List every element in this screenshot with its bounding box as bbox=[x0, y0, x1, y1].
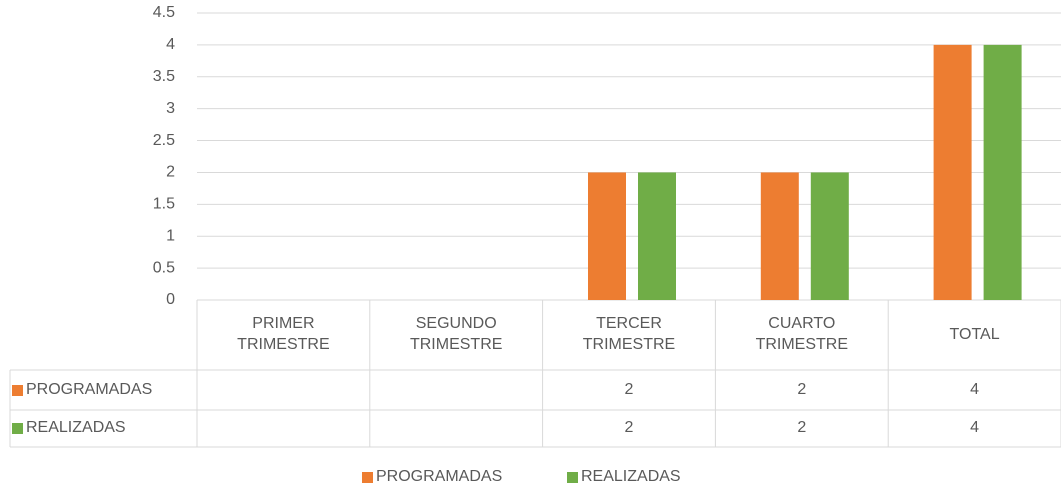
x-category-label: PRIMER TRIMESTRE bbox=[237, 315, 330, 353]
legend-item: REALIZADAS bbox=[567, 468, 681, 486]
legend-label: PROGRAMADAS bbox=[376, 468, 503, 485]
table-cell: 2 bbox=[797, 419, 807, 437]
y-tick-label: 0 bbox=[166, 291, 175, 308]
table-cell bbox=[370, 370, 543, 410]
y-tick-label: 1 bbox=[166, 227, 175, 244]
y-tick-label: 3.5 bbox=[153, 68, 175, 85]
table-cell: 4 bbox=[970, 419, 980, 437]
x-category-label: TOTAL bbox=[949, 325, 1000, 343]
y-tick-label: 2.5 bbox=[153, 132, 175, 149]
series-name: PROGRAMADAS bbox=[26, 380, 153, 398]
y-tick-label: 4 bbox=[166, 36, 175, 53]
legend-swatch bbox=[362, 471, 373, 483]
table-cell: 2 bbox=[797, 380, 807, 398]
table-cell bbox=[197, 370, 370, 410]
table-row-header: REALIZADAS bbox=[10, 410, 197, 447]
table-row-header: PROGRAMADAS bbox=[10, 370, 197, 410]
y-tick-label: 3 bbox=[166, 100, 175, 117]
table-cell: 2 bbox=[624, 380, 634, 398]
bar bbox=[933, 44, 972, 301]
bar bbox=[760, 172, 799, 300]
y-tick-label: 2 bbox=[166, 164, 175, 181]
legend-swatch bbox=[12, 384, 23, 396]
bar bbox=[638, 172, 676, 300]
bar bbox=[983, 44, 1022, 301]
y-tick-label: 0.5 bbox=[153, 259, 175, 276]
y-tick-label: 4.5 bbox=[153, 4, 175, 21]
legend-item: PROGRAMADAS bbox=[362, 468, 502, 486]
x-category-label: SEGUNDO TRIMESTRE bbox=[409, 315, 503, 353]
series-name: REALIZADAS bbox=[26, 419, 126, 437]
table-cell bbox=[197, 410, 370, 447]
y-tick-label: 1.5 bbox=[153, 196, 175, 213]
table-cell bbox=[370, 410, 543, 447]
table-cell: 4 bbox=[970, 380, 980, 398]
bar bbox=[810, 172, 849, 300]
legend-swatch bbox=[567, 471, 578, 483]
bar bbox=[588, 172, 626, 300]
legend-swatch bbox=[12, 423, 23, 434]
legend-label: REALIZADAS bbox=[581, 468, 681, 485]
x-category-label: CUARTO TRIMESTRE bbox=[755, 315, 849, 353]
table-cell: 2 bbox=[624, 419, 634, 437]
x-category-label: TERCER TRIMESTRE bbox=[582, 315, 676, 353]
